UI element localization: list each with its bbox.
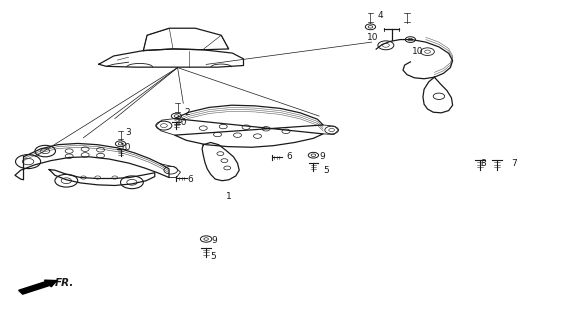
Text: 10: 10	[411, 47, 423, 56]
Text: 5: 5	[323, 166, 329, 175]
Text: 6: 6	[286, 152, 292, 161]
Text: 9: 9	[319, 152, 325, 161]
Text: 10: 10	[367, 33, 379, 42]
Text: 7: 7	[511, 159, 517, 168]
Text: 5: 5	[210, 252, 216, 261]
Text: 9: 9	[212, 236, 217, 245]
Text: 4: 4	[378, 11, 383, 20]
Text: 10: 10	[176, 118, 188, 127]
Text: FR.: FR.	[55, 278, 74, 288]
FancyArrow shape	[19, 280, 57, 294]
Text: 8: 8	[480, 159, 486, 168]
Text: 3: 3	[125, 128, 131, 137]
Text: 6: 6	[188, 175, 193, 184]
Text: 10: 10	[120, 143, 132, 152]
Text: 1: 1	[226, 192, 232, 201]
Text: 2: 2	[184, 108, 190, 117]
